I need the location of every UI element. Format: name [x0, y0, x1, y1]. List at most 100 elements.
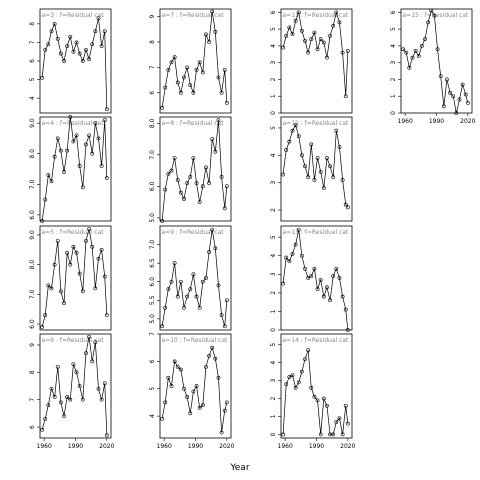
data-point: [172, 261, 177, 266]
data-point: [160, 416, 164, 421]
panel-frame: [280, 8, 353, 114]
data-point: [99, 44, 104, 49]
data-point: [345, 328, 350, 332]
data-point: [343, 307, 348, 312]
data-point: [65, 250, 70, 255]
data-point: [309, 274, 314, 279]
data-point: [90, 151, 95, 156]
data-point: [290, 32, 295, 37]
data-point: [222, 206, 227, 211]
data-point: [68, 115, 73, 119]
data-point: [281, 45, 285, 50]
data-point: [213, 356, 218, 361]
data-point: [207, 353, 211, 358]
data-point: [194, 294, 199, 299]
data-point: [303, 164, 307, 169]
x-tick-label: 1990: [68, 443, 83, 450]
data-point: [293, 18, 298, 23]
data-point: [77, 164, 82, 168]
y-tick-label: 6: [29, 425, 36, 429]
data-point: [460, 82, 465, 87]
data-point: [191, 156, 196, 160]
series-line: [161, 346, 228, 433]
data-point: [188, 83, 193, 87]
data-point: [337, 145, 342, 150]
data-point: [306, 276, 311, 280]
data-point: [65, 148, 70, 153]
data-point: [46, 283, 51, 288]
data-point: [87, 334, 91, 339]
x-tick-label: 2020: [340, 443, 355, 450]
y-tick-label: 3: [270, 61, 277, 65]
data-point: [87, 57, 91, 62]
data-point: [52, 395, 57, 399]
data-point: [55, 238, 60, 243]
y-tick-label: 4: [270, 44, 277, 48]
data-point: [325, 156, 329, 160]
data-point: [224, 298, 229, 303]
data-point: [204, 364, 208, 369]
data-point: [299, 369, 304, 374]
data-point: [188, 174, 193, 179]
y-tick-label: 7: [149, 332, 156, 336]
data-point: [104, 176, 109, 181]
y-tick-label: 1: [390, 94, 397, 98]
panel-frame: [39, 8, 112, 114]
data-point: [104, 107, 109, 112]
y-tick-label: 6: [29, 59, 36, 63]
panel: a=10 : f=Residual cat 4 5 6 7 1960 1990 2020: [149, 332, 235, 450]
data-point: [219, 90, 224, 95]
y-tick-label: 5: [270, 343, 277, 347]
y-tick-label: 7.0: [149, 240, 156, 250]
data-point: [224, 400, 229, 405]
y-tick-label: 5: [29, 77, 36, 81]
panel-frame: [159, 333, 232, 439]
y-tick-label: 7.0: [29, 289, 36, 299]
x-tick-label: 1990: [188, 443, 203, 450]
data-point: [194, 67, 199, 72]
panel-strip-label: a=9 : f=Residual cat: [162, 229, 225, 236]
data-point: [104, 433, 109, 438]
series-line: [282, 11, 349, 97]
series-line: [41, 228, 108, 328]
data-point: [71, 362, 76, 367]
data-point: [188, 287, 193, 292]
y-tick-label: 5: [390, 27, 397, 31]
data-point: [43, 313, 48, 318]
y-tick-label: 2: [270, 77, 277, 81]
data-point: [194, 181, 199, 186]
data-point: [62, 170, 66, 174]
data-point: [99, 247, 104, 252]
data-point: [222, 67, 227, 72]
data-point: [401, 47, 405, 52]
data-point: [312, 394, 317, 399]
y-tick-label: 2: [270, 396, 277, 400]
data-point: [178, 90, 183, 95]
data-point: [290, 373, 295, 378]
panel: a=12 : f=Residual cat 2 3 4 5: [270, 116, 353, 222]
y-tick-label: 9: [149, 15, 156, 19]
data-point: [77, 271, 82, 276]
y-tick-label: 0: [390, 111, 397, 115]
data-point: [312, 30, 317, 35]
data-point: [287, 259, 292, 264]
data-point: [343, 94, 348, 99]
data-point: [52, 262, 57, 267]
data-point: [93, 29, 98, 34]
data-point: [410, 55, 415, 60]
series-line: [282, 229, 349, 331]
data-point: [429, 8, 434, 13]
data-point: [219, 430, 224, 435]
y-tick-label: 5: [270, 27, 277, 31]
data-point: [299, 28, 304, 33]
data-point: [287, 25, 292, 30]
data-point: [84, 47, 88, 52]
data-point: [432, 13, 437, 18]
data-point: [80, 59, 85, 63]
y-tick-label: 6: [270, 10, 277, 14]
y-tick-label: 5: [270, 126, 277, 130]
data-point: [49, 179, 54, 184]
data-point: [331, 175, 336, 180]
panel-frame: [39, 333, 112, 439]
data-point: [197, 405, 202, 410]
